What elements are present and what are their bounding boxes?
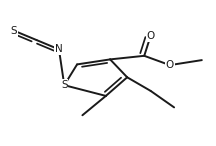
Text: S: S bbox=[61, 80, 68, 90]
Text: O: O bbox=[166, 60, 174, 70]
Text: N: N bbox=[55, 44, 63, 54]
Text: S: S bbox=[11, 26, 17, 36]
Text: O: O bbox=[146, 31, 155, 41]
